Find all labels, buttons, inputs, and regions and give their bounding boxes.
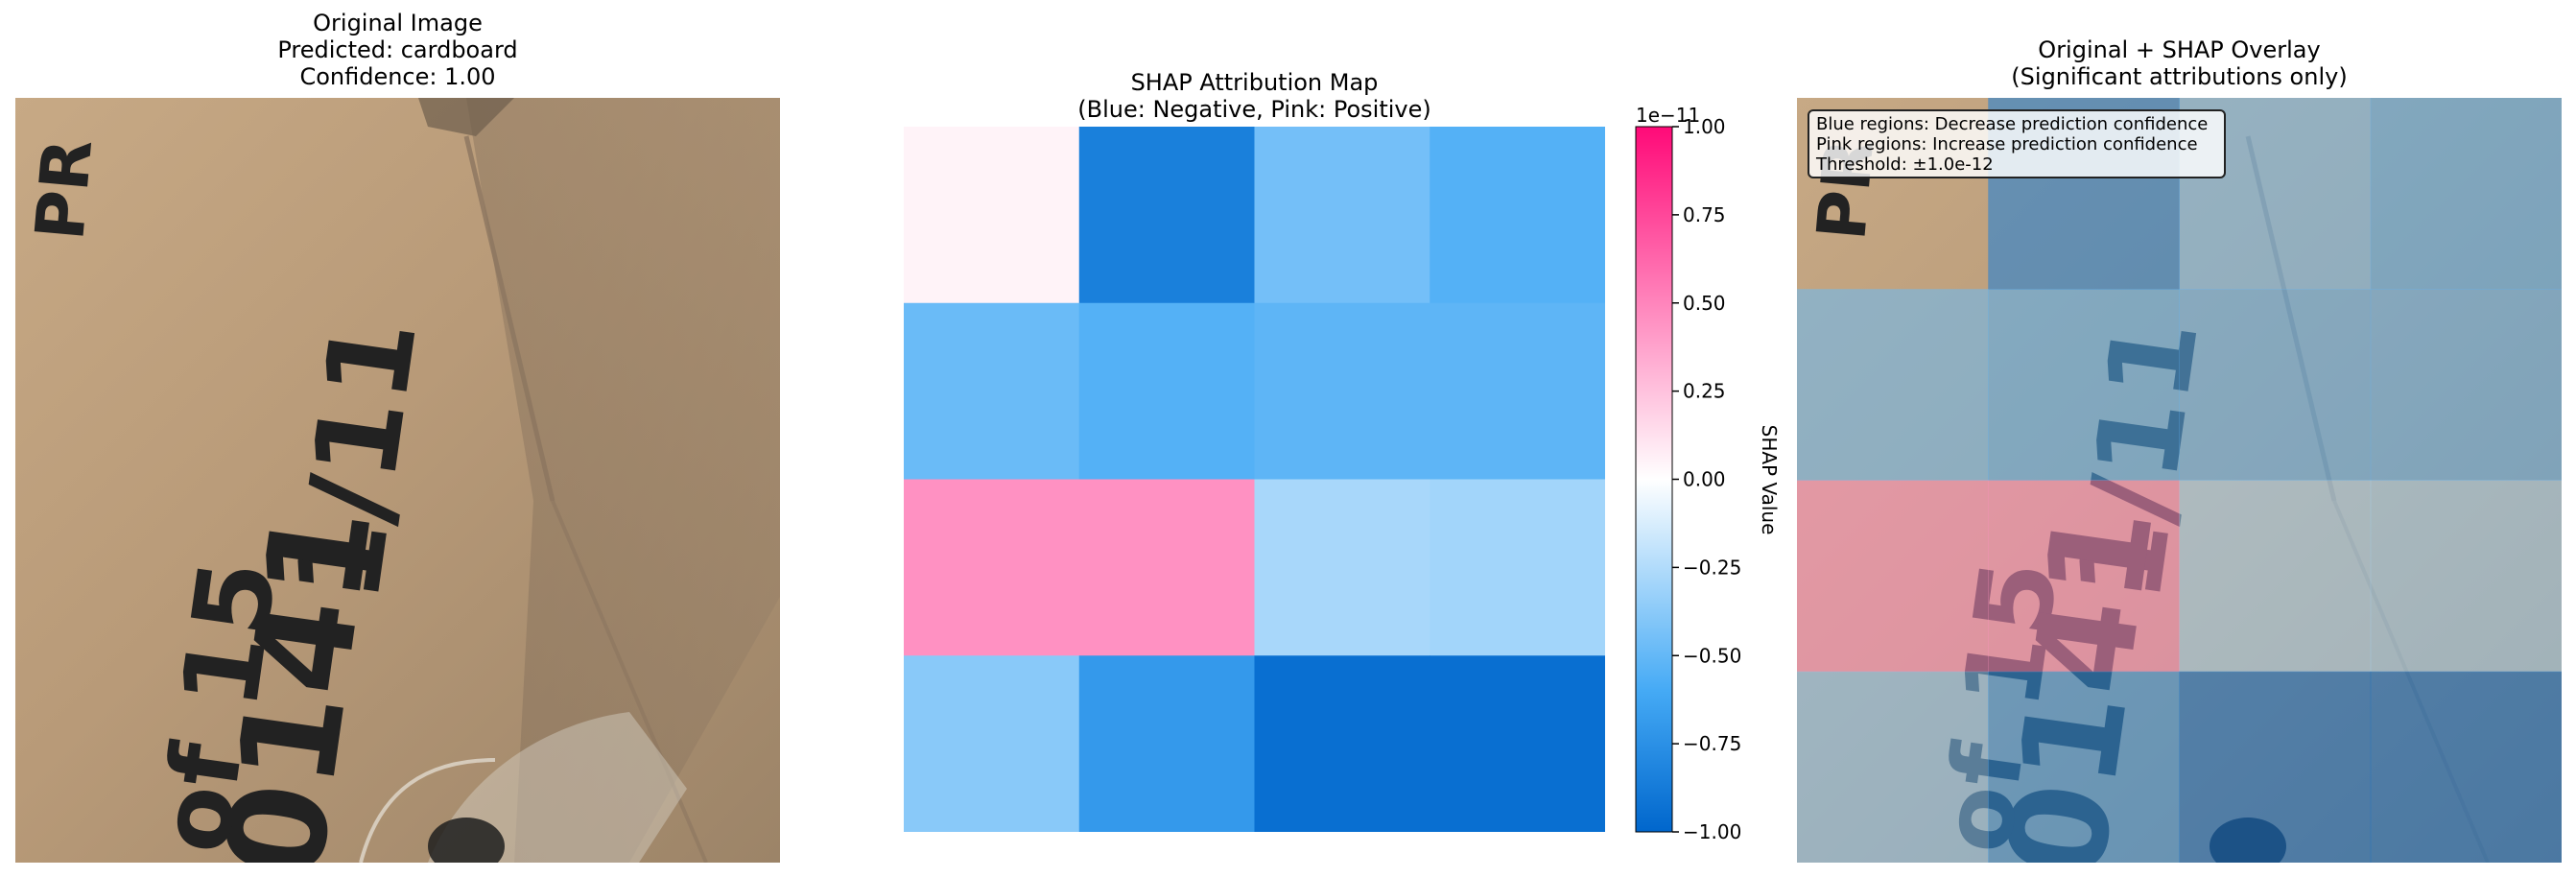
overlay-cell-r1-c0 xyxy=(1797,289,1989,481)
heatmap-cell-r3-c0 xyxy=(904,655,1080,832)
colorbar: 1e−11 1.00 0.75 0.50 0.25 0.00 −0.25 −0.50 −0.7… xyxy=(1621,96,1781,854)
shap-map-title-line-1: SHAP Attribution Map xyxy=(1130,69,1379,96)
legend-line-threshold: Threshold: ±1.0e-12 xyxy=(1816,154,1994,175)
heatmap-cell-r0-c2 xyxy=(1254,127,1430,304)
legend-line-pink: Pink regions: Increase prediction confid… xyxy=(1816,134,2198,154)
colorbar-tick-label: 0.50 xyxy=(1683,292,1726,315)
original-title-line-1: Original Image xyxy=(313,10,483,36)
overlay-cell-r1-c3 xyxy=(2370,289,2562,481)
heatmap-cell-r2-c3 xyxy=(1430,479,1605,656)
heatmap-cell-r2-c0 xyxy=(904,479,1080,656)
overlay-cell-r2-c1 xyxy=(1988,480,2180,673)
colorbar-tick-label: −1.00 xyxy=(1683,820,1741,843)
overlay-title-line-1: Original + SHAP Overlay xyxy=(2038,36,2321,63)
heatmap-grid xyxy=(904,127,1605,832)
colorbar-tick-label: 0.25 xyxy=(1683,380,1726,403)
overlay-image: PR 1/11 15 0141 of xyxy=(1797,98,2562,863)
original-title-line-3: Confidence: 1.00 xyxy=(299,63,496,90)
overlay-cell-r3-c0 xyxy=(1797,671,1989,863)
svg-text:of: of xyxy=(138,735,265,859)
heatmap-cell-r1-c0 xyxy=(904,302,1080,480)
original-title-line-2: Predicted: cardboard xyxy=(277,36,518,63)
heatmap-cell-r3-c3 xyxy=(1430,655,1605,832)
heatmap-cell-r3-c2 xyxy=(1254,655,1430,832)
overlay-title: Original + SHAP Overlay (Significant att… xyxy=(1797,36,2562,90)
colorbar-axis: 1e−11 1.00 0.75 0.50 0.25 0.00 −0.25 −0.50 −0.7… xyxy=(1635,104,1781,843)
colorbar-gradient xyxy=(1635,126,1673,833)
heatmap-cell-r1-c1 xyxy=(1078,302,1255,480)
colorbar-tick-label: −0.50 xyxy=(1683,644,1741,667)
heatmap-cell-r0-c0 xyxy=(904,127,1080,304)
shap-heatmap xyxy=(904,127,1605,832)
colorbar-tick-label: 1.00 xyxy=(1683,115,1726,138)
heatmap-cell-r3-c1 xyxy=(1078,655,1255,832)
colorbar-tick-label: −0.75 xyxy=(1683,732,1741,755)
shap-map-title: SHAP Attribution Map (Blue: Negative, Pi… xyxy=(905,69,1604,123)
heatmap-cell-r1-c3 xyxy=(1430,302,1605,480)
overlay-cell-r3-c3 xyxy=(2370,671,2562,863)
overlay-cell-r2-c3 xyxy=(2370,480,2562,673)
overlay-title-line-2: (Significant attributions only) xyxy=(2011,63,2348,90)
colorbar-exponent: 1e−11 xyxy=(1636,104,1700,127)
cardboard-photo: PR 1/11 15 0141 of xyxy=(15,98,780,863)
svg-text:PR: PR xyxy=(20,136,107,244)
overlay-cell-r3-c2 xyxy=(2179,671,2372,863)
overlay-cell-r1-c2 xyxy=(2179,289,2372,481)
overlay-cell-r0-c3 xyxy=(2370,98,2562,290)
heatmap-cell-r2-c1 xyxy=(1078,479,1255,656)
original-image: PR 1/11 15 0141 of xyxy=(15,98,780,863)
overlay-cell-r3-c1 xyxy=(1988,671,2180,863)
colorbar-tick-label: −0.25 xyxy=(1683,556,1741,579)
heatmap-cell-r0-c3 xyxy=(1430,127,1605,304)
svg-text:15: 15 xyxy=(158,553,300,715)
heatmap-cell-r1-c2 xyxy=(1254,302,1430,480)
original-title: Original Image Predicted: cardboard Conf… xyxy=(15,10,780,90)
shap-map-title-line-2: (Blue: Negative, Pink: Positive) xyxy=(1077,96,1431,123)
colorbar-label: SHAP Value xyxy=(1758,425,1781,535)
heatmap-cell-r0-c1 xyxy=(1078,127,1255,304)
colorbar-tick-label: 0.75 xyxy=(1683,203,1726,226)
overlay-cell-r1-c1 xyxy=(1988,289,2180,481)
overlay-cell-r2-c2 xyxy=(2179,480,2372,673)
overlay-cell-r2-c0 xyxy=(1797,480,1989,673)
overlay-legend: Blue regions: Decrease prediction confid… xyxy=(1808,109,2226,178)
colorbar-tick-label: 0.00 xyxy=(1683,468,1726,491)
legend-line-blue: Blue regions: Decrease prediction confid… xyxy=(1816,114,2209,134)
overlay-photo: PR 1/11 15 0141 of xyxy=(1797,98,2562,863)
heatmap-cell-r2-c2 xyxy=(1254,479,1430,656)
